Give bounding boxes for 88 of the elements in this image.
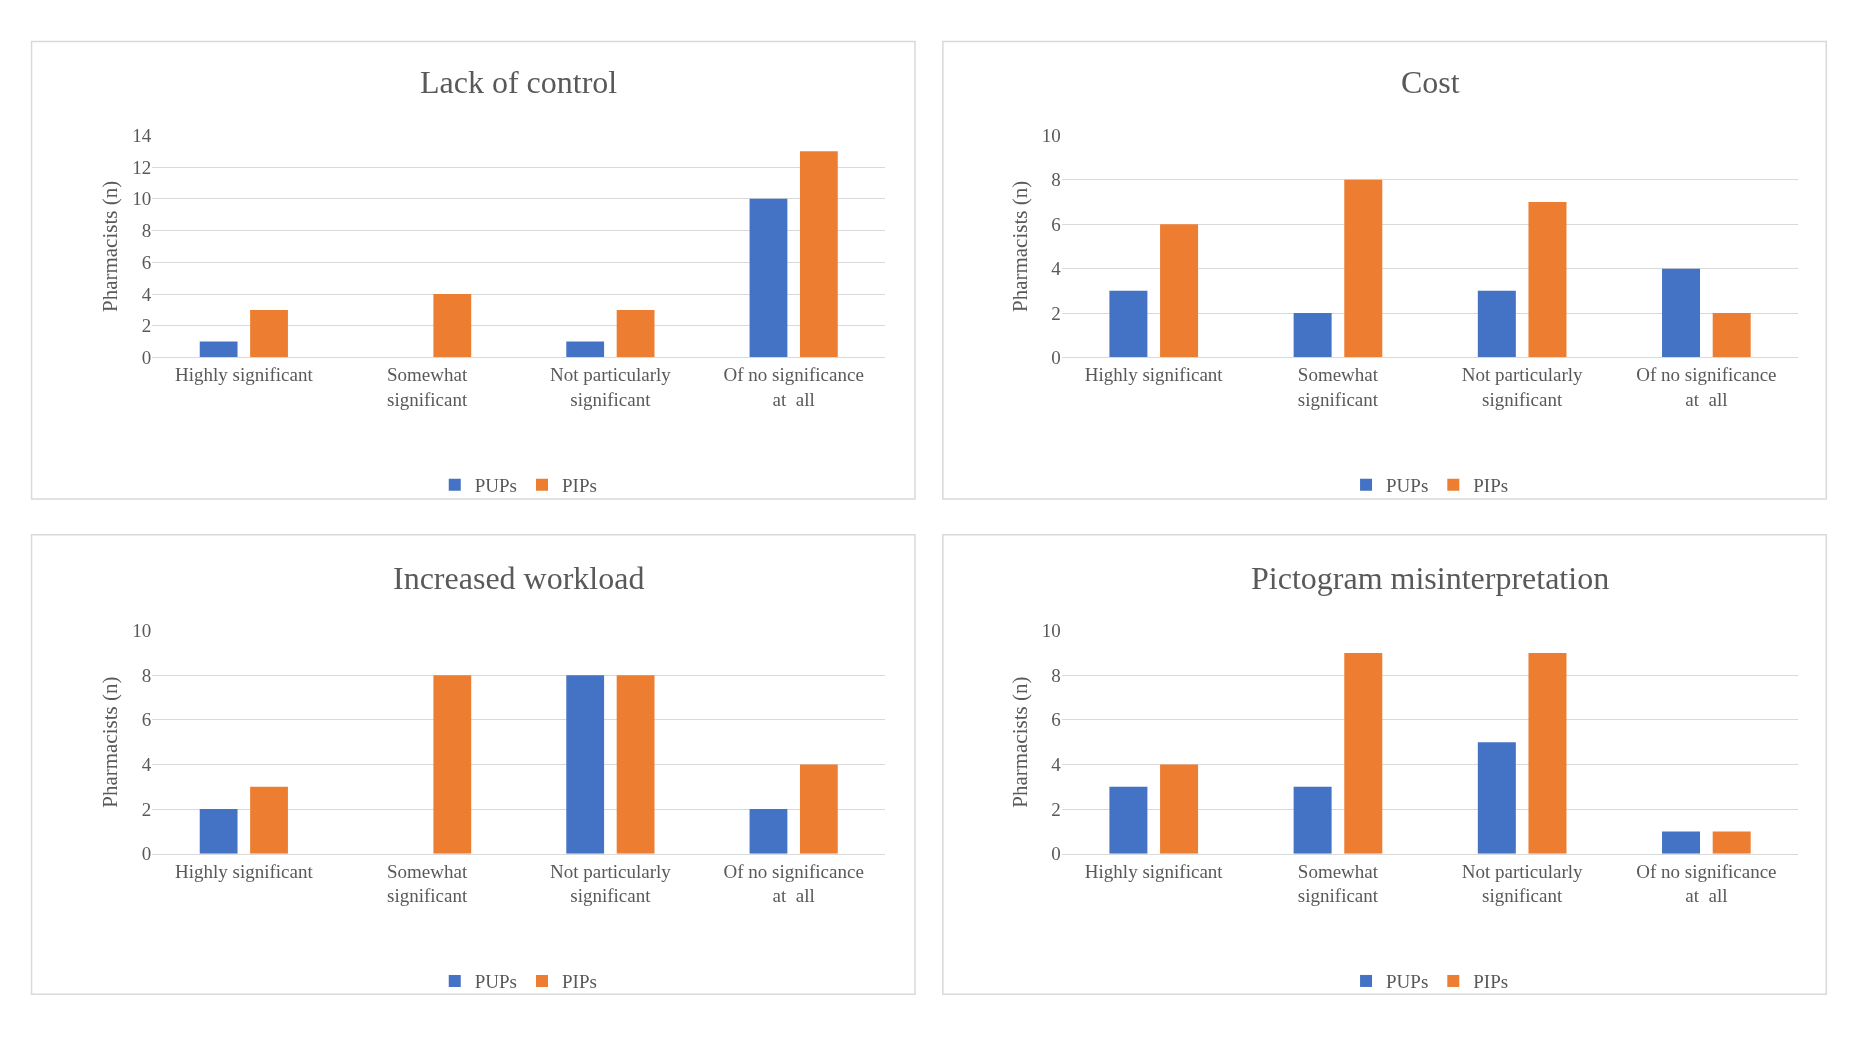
y-tick-label: 10	[1041, 620, 1061, 642]
bar	[799, 764, 838, 854]
bar	[199, 809, 238, 854]
x-tick-label: Not particularly significant	[1461, 860, 1584, 907]
bar	[1477, 742, 1516, 854]
legend-label: PUPs	[1386, 475, 1429, 497]
y-tick-label: 6	[1051, 213, 1061, 235]
y-tick-label: 6	[141, 251, 152, 273]
y-tick-label: 8	[141, 220, 152, 242]
x-tick-label: Of no significance at all	[1636, 860, 1777, 907]
y-tick-label: 0	[1051, 843, 1061, 865]
x-tick-label: Highly significant	[1084, 364, 1224, 386]
chart-title: Cost	[1401, 64, 1460, 100]
bar	[799, 151, 838, 358]
bar	[749, 809, 788, 854]
x-tick-label: Of no significance at all	[723, 860, 864, 907]
x-tick-label: Not particularly significant	[1461, 364, 1584, 410]
bar	[1160, 764, 1199, 854]
x-tick-label: Somewhat significant	[387, 860, 468, 907]
y-tick-label: 10	[132, 620, 152, 642]
y-tick-label: 8	[1051, 169, 1061, 191]
x-tick-label: Highly significant	[1084, 860, 1224, 882]
legend-label: PIPs	[562, 475, 597, 497]
y-tick-label: 14	[132, 124, 152, 146]
x-tick-label: Somewhat significant	[1297, 860, 1379, 907]
y-tick-label: 2	[141, 798, 152, 820]
y-tick-label: 6	[141, 709, 152, 731]
y-axis-title: Pharmacists (n)	[1007, 180, 1032, 313]
y-axis-title: Pharmacists (n)	[98, 676, 123, 808]
legend-label: PIPs	[1473, 475, 1509, 497]
legend-label: PUPs	[474, 971, 517, 993]
bar	[566, 675, 605, 854]
chart-title: Increased workload	[393, 560, 645, 596]
y-tick-label: 8	[141, 664, 152, 686]
y-tick-label: 10	[132, 188, 152, 210]
y-tick-label: 4	[1051, 258, 1062, 280]
bar	[616, 675, 655, 854]
bar	[1293, 786, 1332, 854]
legend-label: PUPs	[1386, 971, 1429, 993]
bar	[616, 309, 655, 358]
y-tick-label: 10	[1041, 124, 1061, 146]
x-tick-label: Highly significant	[174, 860, 314, 882]
y-tick-label: 12	[132, 156, 152, 178]
bar	[1109, 786, 1148, 854]
bar	[1662, 268, 1701, 358]
bar	[1293, 313, 1332, 358]
bar	[1344, 652, 1383, 854]
y-tick-label: 0	[141, 347, 152, 369]
y-tick-label: 4	[141, 754, 152, 776]
y-tick-label: 8	[1051, 664, 1061, 686]
bar	[1712, 313, 1751, 358]
bar	[1109, 290, 1148, 358]
legend-label: PIPs	[562, 971, 597, 993]
y-tick-label: 4	[1051, 754, 1062, 776]
y-tick-label: 0	[141, 843, 152, 865]
x-tick-label: Of no significance at all	[1636, 364, 1777, 410]
bar	[250, 786, 288, 854]
y-tick-label: 2	[1051, 302, 1061, 324]
y-axis-title: Pharmacists (n)	[98, 180, 123, 313]
y-axis-title: Pharmacists (n)	[1007, 676, 1032, 808]
x-tick-label: Somewhat significant	[387, 364, 468, 410]
x-tick-label: Not particularly significant	[549, 364, 672, 410]
bar	[433, 675, 472, 854]
bar	[1160, 224, 1199, 358]
y-tick-label: 6	[1051, 709, 1061, 731]
y-tick-label: 2	[141, 315, 152, 337]
y-tick-label: 4	[141, 283, 152, 305]
legend-label: PIPs	[1473, 971, 1509, 993]
bar	[1344, 179, 1383, 358]
bar	[1477, 290, 1516, 358]
bar	[1528, 652, 1567, 854]
x-tick-label: Not particularly significant	[549, 860, 672, 907]
x-tick-label: Highly significant	[174, 364, 314, 386]
bar	[199, 341, 238, 358]
x-tick-label: Of no significance at all	[723, 364, 864, 410]
bar	[1712, 831, 1751, 854]
chart-title: Lack of control	[420, 64, 618, 100]
bar	[1662, 831, 1701, 854]
bar	[566, 341, 605, 358]
bar	[433, 294, 472, 358]
legend-label: PUPs	[474, 475, 517, 497]
y-tick-label: 2	[1051, 798, 1061, 820]
bar	[749, 198, 788, 358]
y-tick-label: 0	[1051, 347, 1061, 369]
bar	[1528, 201, 1567, 358]
x-tick-label: Somewhat significant	[1297, 364, 1379, 410]
chart-title: Pictogram misinterpretation	[1251, 560, 1610, 596]
bar	[250, 309, 288, 358]
